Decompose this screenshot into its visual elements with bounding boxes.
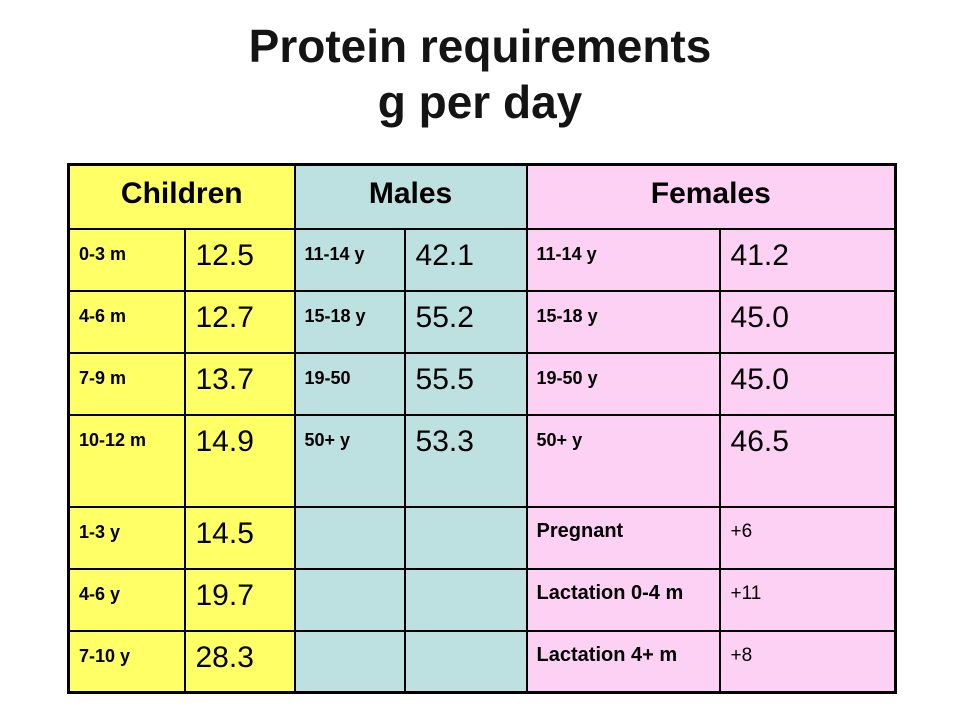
table-row: 4-6 m 12.7 15-18 y 55.2 15-18 y 45.0	[67, 289, 897, 354]
males-age-cell: 50+ y	[293, 413, 406, 508]
females-age-cell: 15-18 y	[525, 289, 721, 354]
header-children: Children	[67, 163, 296, 230]
children-age-cell: 10-12 m	[67, 413, 186, 508]
children-value-cell: 19.7	[183, 567, 296, 632]
table-row: 1-3 y 14.5 Pregnant +6	[67, 505, 897, 570]
females-age-cell: 11-14 y	[525, 227, 721, 292]
table-row: 7-9 m 13.7 19-50 55.5 19-50 y 45.0	[67, 351, 897, 416]
header-females: Females	[525, 163, 897, 230]
females-extra-value-cell: +11	[718, 567, 897, 632]
females-category-cell: Lactation 0-4 m	[525, 567, 721, 632]
title-line-1: Protein requirements	[248, 20, 712, 72]
title-line-2: g per day	[377, 76, 583, 129]
children-value-cell: 14.9	[183, 413, 296, 508]
males-empty-cell	[403, 567, 528, 632]
children-value-cell: 12.7	[183, 289, 296, 354]
females-age-cell: 50+ y	[525, 413, 721, 508]
header-males: Males	[293, 163, 528, 230]
males-empty-cell	[293, 629, 406, 694]
females-value-cell: 41.2	[718, 227, 897, 292]
children-age-cell: 4-6 y	[67, 567, 186, 632]
males-age-cell: 19-50	[293, 351, 406, 416]
females-value-cell: 45.0	[718, 289, 897, 354]
males-value-cell: 53.3	[403, 413, 528, 508]
children-age-cell: 1-3 y	[67, 505, 186, 570]
children-value-cell: 13.7	[183, 351, 296, 416]
children-age-cell: 7-9 m	[67, 351, 186, 416]
children-value-cell: 28.3	[183, 629, 296, 694]
children-value-cell: 14.5	[183, 505, 296, 570]
females-extra-value-cell: +8	[718, 629, 897, 694]
table-row: 0-3 m 12.5 11-14 y 42.1 11-14 y 41.2	[67, 227, 897, 292]
males-age-cell: 15-18 y	[293, 289, 406, 354]
males-empty-cell	[403, 505, 528, 570]
children-age-cell: 4-6 m	[67, 289, 186, 354]
table-row: 7-10 y 28.3 Lactation 4+ m +8	[67, 629, 897, 694]
protein-requirements-table: Children Males Females 0-3 m 12.5 11-14 …	[67, 163, 898, 694]
males-age-cell: 11-14 y	[293, 227, 406, 292]
females-category-cell: Lactation 4+ m	[525, 629, 721, 694]
slide-title: Protein requirements g per day	[0, 18, 960, 130]
children-age-cell: 7-10 y	[67, 629, 186, 694]
males-value-cell: 55.2	[403, 289, 528, 354]
children-age-cell: 0-3 m	[67, 227, 186, 292]
table-header-row: Children Males Females	[67, 163, 897, 230]
males-value-cell: 55.5	[403, 351, 528, 416]
table-row: 4-6 y 19.7 Lactation 0-4 m +11	[67, 567, 897, 632]
males-value-cell: 42.1	[403, 227, 528, 292]
males-empty-cell	[293, 505, 406, 570]
children-value-cell: 12.5	[183, 227, 296, 292]
females-value-cell: 46.5	[718, 413, 897, 508]
females-category-cell: Pregnant	[525, 505, 721, 570]
females-age-cell: 19-50 y	[525, 351, 721, 416]
females-value-cell: 45.0	[718, 351, 897, 416]
table-row: 10-12 m 14.9 50+ y 53.3 50+ y 46.5	[67, 413, 897, 508]
males-empty-cell	[403, 629, 528, 694]
females-extra-value-cell: +6	[718, 505, 897, 570]
males-empty-cell	[293, 567, 406, 632]
